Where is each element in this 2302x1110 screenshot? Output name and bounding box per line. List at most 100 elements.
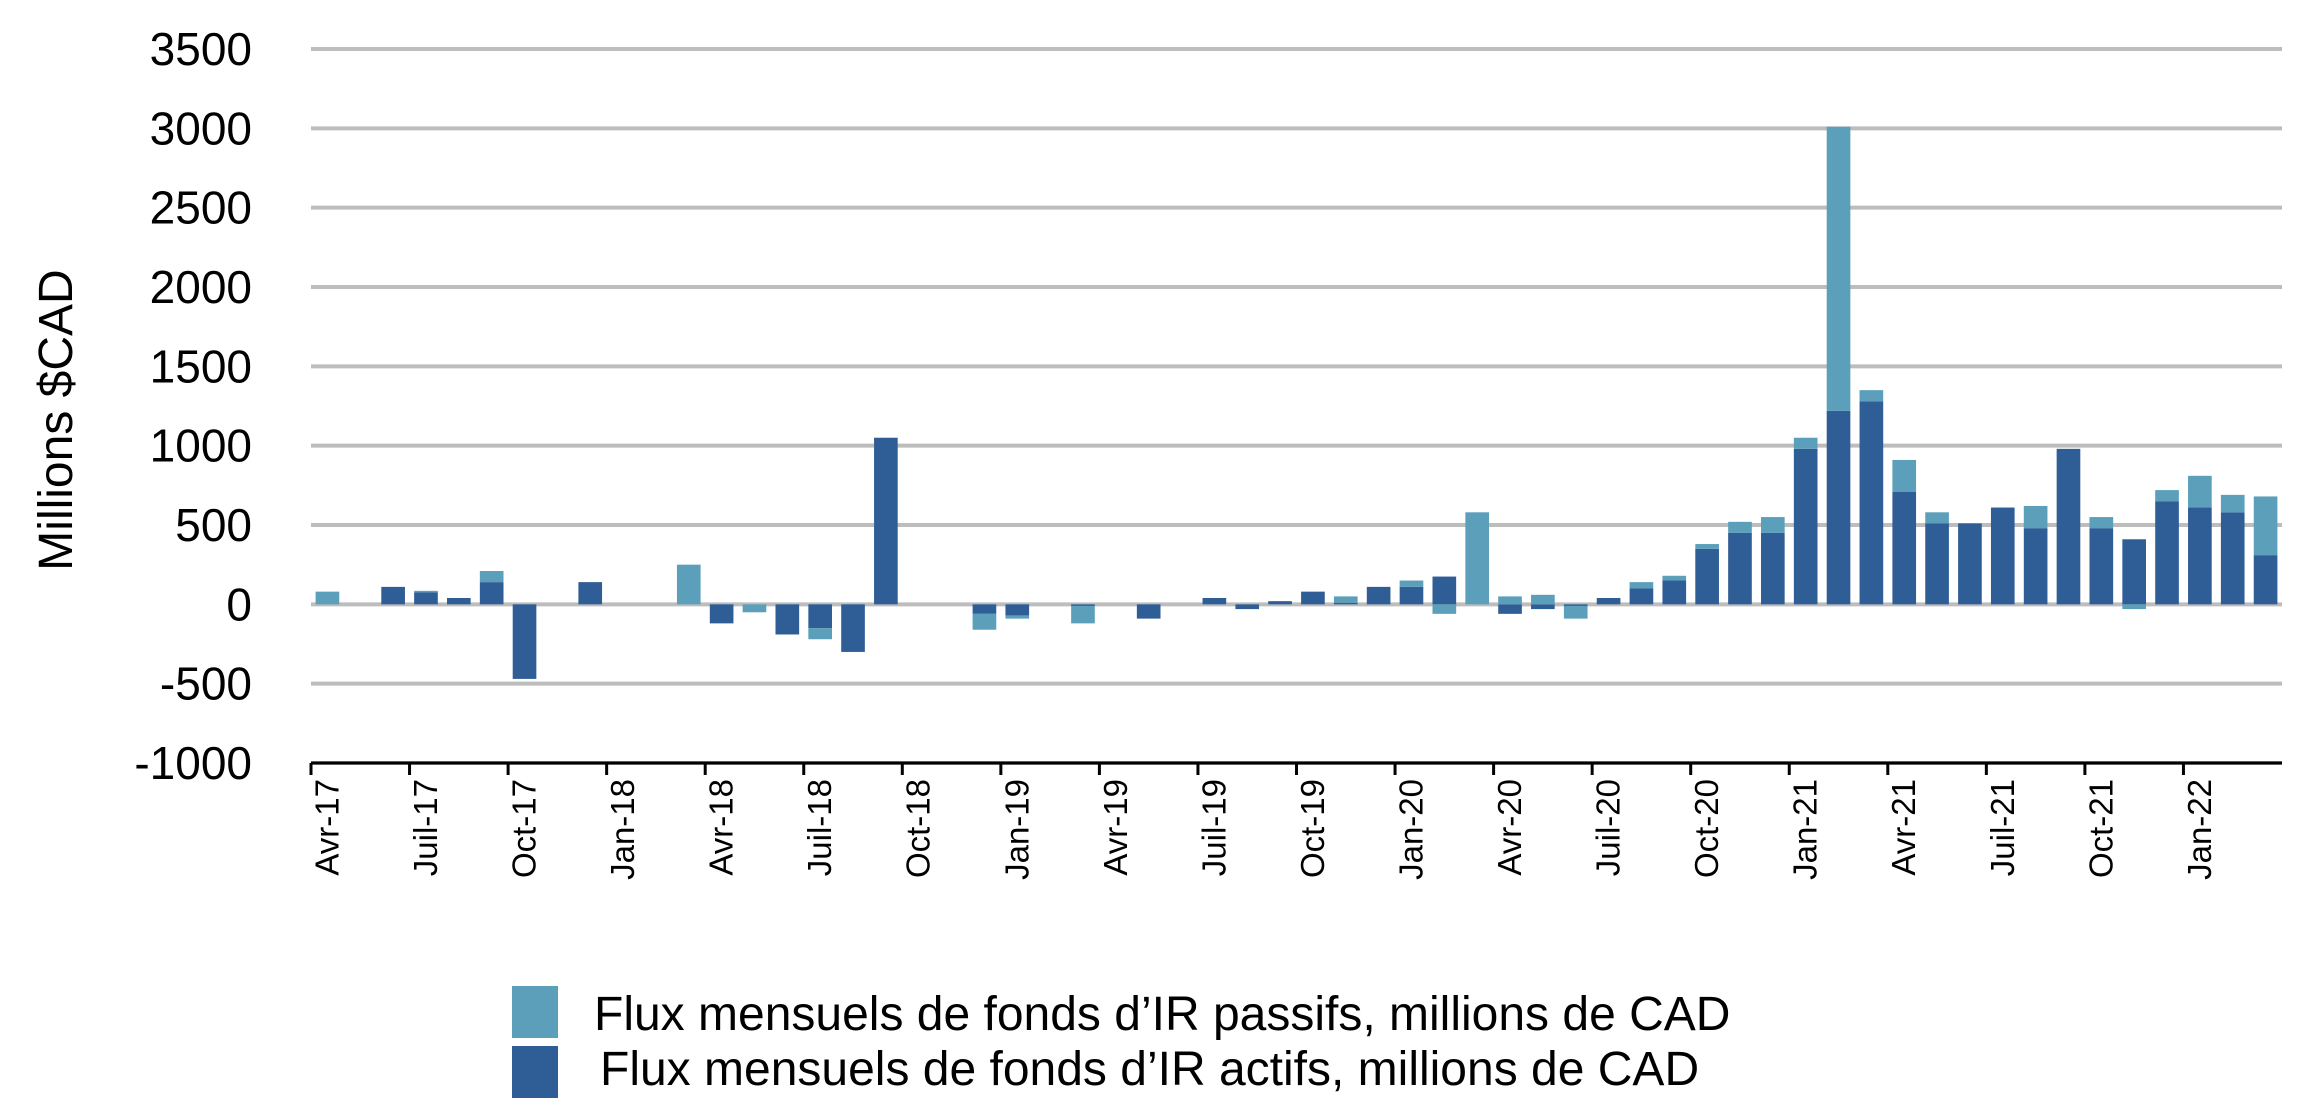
y-tick-label: 1000: [150, 420, 252, 472]
bar-passive-Jan-21: [1793, 437, 1818, 449]
bar-passive-Sept-17: [479, 571, 504, 583]
bar-active-Jan-19: [1005, 604, 1030, 616]
bar-active-Sept-21: [2056, 448, 2081, 605]
x-tick-label: Jan-18: [604, 779, 641, 880]
bar-active-Avr-21: [1892, 491, 1917, 605]
bar-passive-Mars-22: [2253, 496, 2278, 556]
bar-active-Févr-21: [1826, 410, 1851, 605]
bar-active-Août-20: [1629, 588, 1654, 605]
y-tick-label: 3500: [150, 23, 252, 75]
legend-swatch-passive: [512, 986, 558, 1038]
bar-active-Août-18: [841, 604, 865, 652]
bar-active-Févr-20: [1432, 576, 1457, 605]
bar-active-Sept-20: [1662, 580, 1687, 605]
bar-active-Juin-20: [1563, 604, 1588, 606]
legend: Flux mensuels de fonds d’IR passifs, mil…: [512, 986, 1730, 1098]
x-tick-label: Jan-21: [1787, 779, 1824, 880]
y-axis-ticks: 3500 3000 2500 2000 1500 1000 500 0 -500 -1000: [134, 23, 252, 789]
x-axis-ticks: Avr-17 Juil-17 Oct-17 Jan-18 Avr-18 Juil-18 Oc…: [308, 763, 2218, 880]
x-tick-label: Jan-22: [2181, 779, 2218, 880]
legend-swatch-active: [512, 1046, 558, 1098]
x-tick-label: Oct-17: [506, 779, 543, 878]
bar-active-Juil-17: [414, 592, 438, 605]
bar-passive-Août-20: [1629, 582, 1654, 589]
y-axis-label: Millions $CAD: [30, 269, 83, 570]
bar-active-Oct-19: [1301, 591, 1325, 605]
legend-label-active: Flux mensuels de fonds d’IR actifs, mill…: [600, 1043, 1699, 1096]
x-tick-label: Juil-18: [801, 779, 838, 876]
bar-passive-Avr-20: [1498, 596, 1522, 605]
x-tick-label: Juil-19: [1195, 779, 1232, 876]
bar-active-Avr-18: [709, 604, 734, 624]
bar-active-Juil-21: [1990, 507, 2015, 605]
bar-active-Nov-21: [2122, 539, 2147, 605]
x-tick-label: Jan-19: [998, 779, 1035, 880]
bar-active-Nov-19: [1333, 602, 1358, 605]
x-tick-label: Oct-18: [900, 779, 937, 878]
x-tick-label: Oct-19: [1294, 779, 1331, 878]
bars: [311, 126, 2282, 765]
bar-passive-Févr-22: [2220, 494, 2245, 513]
bar-passive-Févr-20: [1432, 604, 1457, 614]
bar-passive-Nov-19: [1333, 596, 1358, 603]
bar-passive-Déc-21: [2155, 490, 2179, 502]
bar-passive-Oct-20: [1695, 544, 1719, 549]
bar-active-Mai-20: [1531, 604, 1555, 610]
y-tick-label: 3000: [150, 102, 252, 154]
bar-active-Déc-21: [2155, 501, 2179, 605]
legend-label-passive: Flux mensuels de fonds d’IR passifs, mil…: [594, 988, 1730, 1041]
bar-active-Juin-17: [381, 586, 405, 605]
bar-passive-Août-21: [2023, 505, 2048, 529]
bar-passive-Jan-19: [1005, 615, 1030, 619]
bar-passive-Déc-20: [1760, 517, 1785, 533]
bar-passive-Sept-20: [1662, 575, 1687, 581]
bar-active-Jan-21: [1793, 448, 1818, 605]
bar-passive-Févr-21: [1826, 126, 1851, 411]
x-tick-label: Avr-19: [1097, 779, 1134, 876]
x-tick-label: Avr-20: [1491, 779, 1528, 876]
bar-active-Févr-22: [2220, 512, 2245, 605]
bar-active-Août-17: [446, 597, 471, 605]
bar-active-Sept-18: [874, 437, 898, 605]
y-tick-label: -1000: [134, 737, 252, 789]
bar-active-Déc-17: [578, 582, 603, 605]
bar-active-Déc-19: [1366, 586, 1391, 605]
x-tick-label: Juil-21: [1984, 779, 2021, 876]
bar-passive-Mars-19: [1071, 605, 1095, 624]
x-tick-label: Avr-18: [703, 779, 740, 876]
x-tick-label: Avr-17: [308, 779, 345, 876]
bar-active-Jan-20: [1399, 586, 1424, 605]
bar-active-Jan-22: [2188, 507, 2212, 605]
bar-passive-Avr-21: [1892, 459, 1917, 492]
y-tick-label: -500: [160, 658, 252, 710]
x-tick-label: Juil-20: [1590, 779, 1627, 876]
x-tick-label: Juil-17: [407, 779, 444, 876]
bar-active-Juin-21: [1958, 523, 1982, 605]
bar-passive-Mars-18: [676, 564, 701, 605]
x-tick-label: Oct-20: [1688, 779, 1725, 878]
bar-active-Juin-18: [775, 604, 800, 635]
bar-passive-Mai-20: [1531, 594, 1555, 605]
bar-passive-Mai-18: [742, 604, 767, 613]
bar-active-Nov-20: [1728, 532, 1752, 605]
bar-passive-Mai-21: [1925, 512, 1949, 524]
bar-passive-Déc-18: [972, 613, 997, 630]
x-tick-label: Oct-21: [2082, 779, 2119, 878]
bar-active-Mai-19: [1136, 604, 1161, 619]
bar-passive-Jan-22: [2188, 475, 2212, 508]
bar-active-Mars-21: [1859, 401, 1884, 605]
bar-active-Déc-20: [1760, 532, 1785, 605]
bar-passive-Oct-21: [2089, 517, 2114, 529]
bar-passive-Avr-17: [315, 591, 340, 605]
bar-passive-Nov-20: [1728, 521, 1752, 533]
bar-passive-Mars-20: [1465, 512, 1490, 605]
bar-active-Sept-19: [1268, 601, 1292, 605]
bar-active-Mai-21: [1925, 523, 1949, 605]
bar-passive-Juil-17: [414, 590, 438, 593]
y-tick-label: 0: [226, 578, 252, 630]
bar-active-Mars-22: [2253, 555, 2278, 605]
y-tick-label: 2500: [150, 182, 252, 234]
bar-active-Déc-18: [972, 604, 997, 614]
bar-active-Juil-18: [808, 604, 833, 629]
